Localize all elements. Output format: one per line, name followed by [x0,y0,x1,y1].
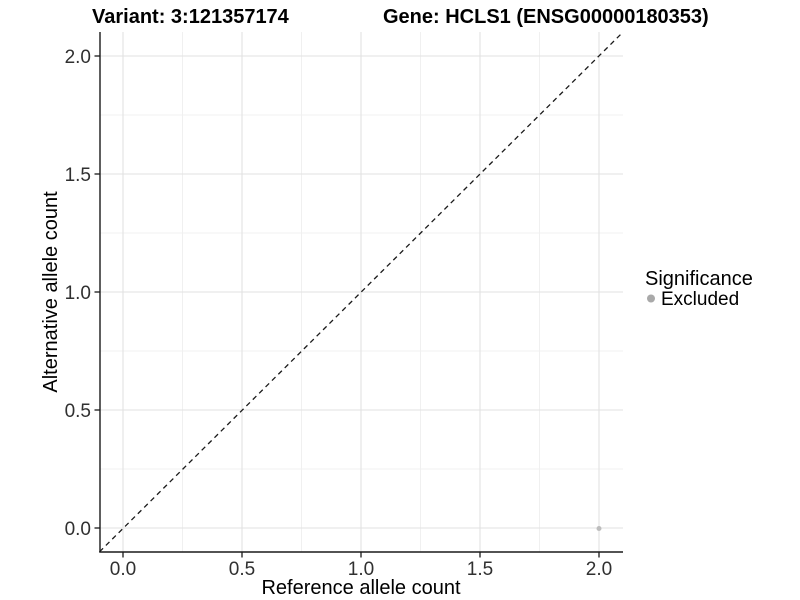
y-tick-label: 0.0 [65,519,91,540]
variant-title: Variant: 3:121357174 [92,6,290,28]
legend: Significance Excluded [645,268,753,310]
y-tick-label: 0.5 [65,401,91,422]
y-axis-title: Alternative allele count [40,191,62,393]
x-axis: 0.0 0.5 1.0 1.5 2.0 Reference allele cou… [99,551,623,599]
x-tick-label: 0.5 [229,559,255,580]
y-tick-label: 1.5 [65,165,91,186]
legend-item-label[interactable]: Excluded [661,289,739,310]
data-point-excluded[interactable] [596,526,602,531]
x-tick-label: 1.5 [467,559,493,580]
y-axis: 0.0 0.5 1.0 1.5 2.0 Alternative allele c… [40,32,101,553]
legend-key-dot[interactable] [647,294,655,303]
x-axis-title: Reference allele count [261,577,460,599]
gridlines-major [100,32,623,552]
identity-dashed-line [99,31,624,553]
x-tick-label: 2.0 [586,559,612,580]
x-tick-label: 0.0 [110,559,136,580]
y-tick-label: 1.0 [65,283,91,304]
legend-title: Significance [645,268,753,290]
x-tick-label: 1.0 [348,559,374,580]
y-tick-label: 2.0 [65,47,91,68]
gene-title: Gene: HCLS1 (ENSG00000180353) [383,6,709,28]
